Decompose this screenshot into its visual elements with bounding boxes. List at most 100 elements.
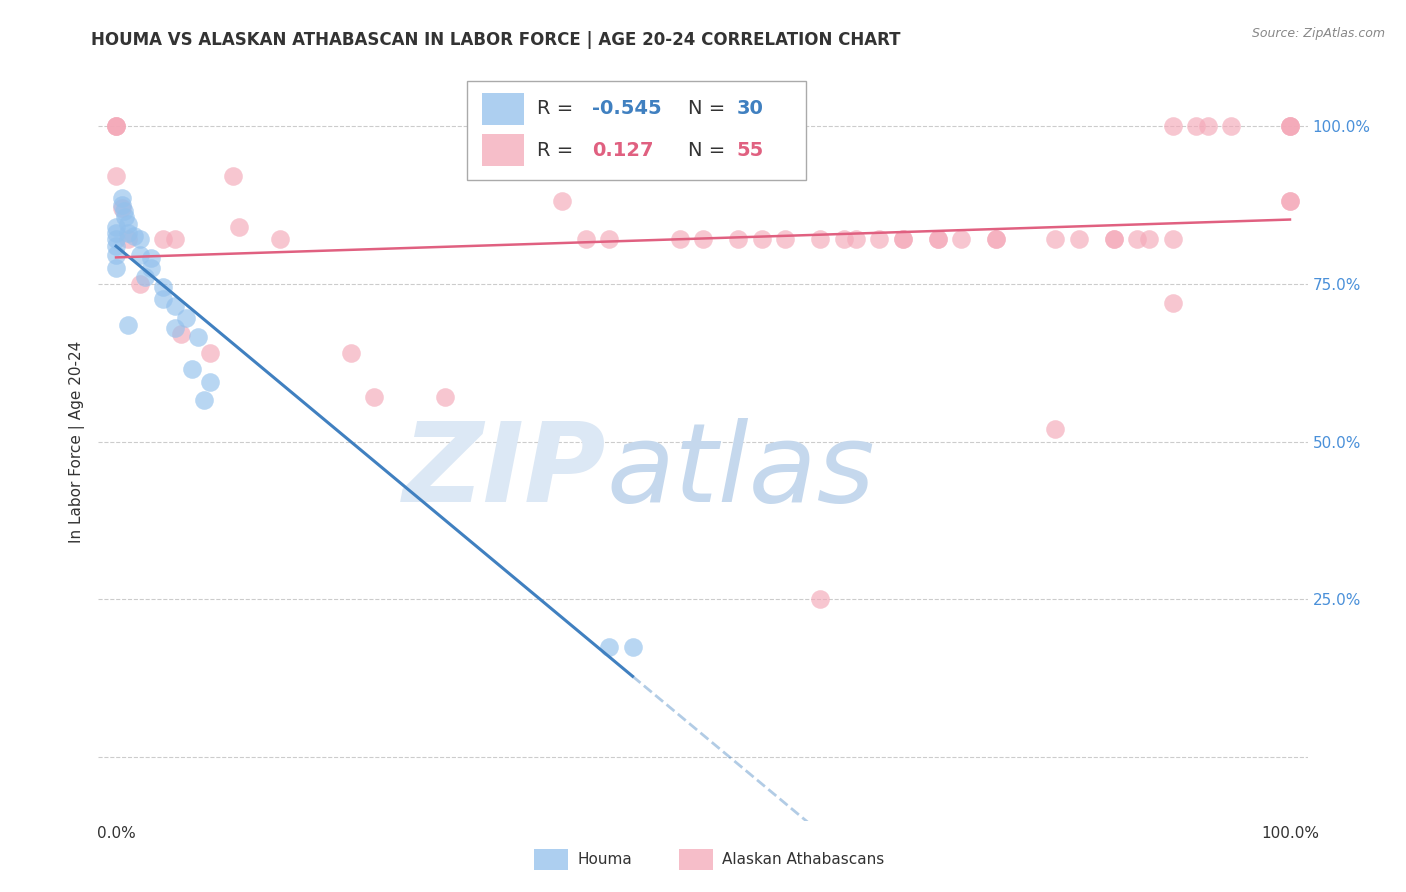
- Point: [269, 232, 291, 246]
- Text: Houma: Houma: [578, 852, 633, 867]
- Point: [187, 330, 209, 344]
- Point: [950, 232, 973, 246]
- Point: [111, 201, 134, 215]
- Point: [1278, 119, 1301, 133]
- Point: [105, 169, 128, 184]
- Point: [1278, 119, 1301, 133]
- Point: [105, 226, 128, 240]
- Text: N =: N =: [689, 141, 725, 160]
- Point: [111, 197, 134, 211]
- Text: 30: 30: [737, 99, 763, 119]
- Text: ZIP: ZIP: [402, 418, 606, 525]
- FancyBboxPatch shape: [482, 135, 524, 166]
- Point: [986, 232, 1008, 246]
- Point: [668, 232, 690, 246]
- Point: [1102, 232, 1125, 246]
- Point: [927, 232, 949, 246]
- Point: [598, 640, 620, 654]
- Text: HOUMA VS ALASKAN ATHABASCAN IN LABOR FORCE | AGE 20-24 CORRELATION CHART: HOUMA VS ALASKAN ATHABASCAN IN LABOR FOR…: [91, 31, 901, 49]
- Point: [1185, 119, 1208, 133]
- Point: [1220, 119, 1243, 133]
- Point: [152, 293, 174, 307]
- Point: [598, 232, 620, 246]
- Point: [105, 119, 128, 133]
- Point: [340, 346, 363, 360]
- Point: [128, 248, 150, 262]
- Point: [1043, 422, 1066, 436]
- Text: Source: ZipAtlas.com: Source: ZipAtlas.com: [1251, 27, 1385, 40]
- Point: [1278, 119, 1301, 133]
- Point: [727, 232, 749, 246]
- Point: [169, 327, 191, 342]
- Point: [1161, 232, 1184, 246]
- Point: [117, 232, 139, 246]
- Point: [1067, 232, 1090, 246]
- Point: [751, 232, 773, 246]
- Point: [105, 260, 128, 275]
- FancyBboxPatch shape: [679, 848, 713, 870]
- Point: [105, 119, 128, 133]
- Point: [1161, 119, 1184, 133]
- Point: [891, 232, 914, 246]
- Point: [1278, 194, 1301, 209]
- Point: [363, 390, 385, 404]
- Point: [1278, 194, 1301, 209]
- Point: [112, 203, 135, 218]
- Point: [551, 194, 574, 209]
- Point: [1137, 232, 1160, 246]
- Text: atlas: atlas: [606, 418, 875, 525]
- Point: [105, 232, 128, 246]
- FancyBboxPatch shape: [534, 848, 568, 870]
- Point: [105, 238, 128, 252]
- Point: [575, 232, 598, 246]
- Point: [222, 169, 245, 184]
- Point: [117, 318, 139, 332]
- Point: [692, 232, 714, 246]
- Point: [105, 219, 128, 234]
- Point: [433, 390, 456, 404]
- Point: [986, 232, 1008, 246]
- FancyBboxPatch shape: [467, 81, 806, 180]
- Point: [808, 592, 831, 607]
- Text: 55: 55: [737, 141, 763, 160]
- Point: [228, 219, 250, 234]
- Point: [114, 211, 136, 225]
- Point: [117, 226, 139, 240]
- Point: [1126, 232, 1149, 246]
- Point: [117, 217, 139, 231]
- Point: [808, 232, 831, 246]
- Point: [845, 232, 868, 246]
- Point: [141, 260, 163, 275]
- Point: [176, 311, 198, 326]
- Point: [193, 393, 215, 408]
- Point: [111, 191, 134, 205]
- Y-axis label: In Labor Force | Age 20-24: In Labor Force | Age 20-24: [69, 341, 86, 542]
- Point: [891, 232, 914, 246]
- Point: [1197, 119, 1219, 133]
- Point: [122, 229, 145, 244]
- Point: [105, 248, 128, 262]
- Text: 0.127: 0.127: [592, 141, 654, 160]
- Point: [152, 279, 174, 293]
- Point: [105, 119, 128, 133]
- Point: [163, 232, 186, 246]
- Point: [1043, 232, 1066, 246]
- Point: [198, 346, 221, 360]
- Text: -0.545: -0.545: [592, 99, 661, 119]
- Point: [773, 232, 796, 246]
- FancyBboxPatch shape: [482, 93, 524, 125]
- Point: [621, 640, 644, 654]
- Point: [163, 320, 186, 334]
- Point: [1102, 232, 1125, 246]
- Point: [163, 299, 186, 313]
- Point: [1161, 295, 1184, 310]
- Point: [152, 232, 174, 246]
- Point: [128, 277, 150, 291]
- Point: [198, 375, 221, 389]
- Text: N =: N =: [689, 99, 725, 119]
- Point: [832, 232, 855, 246]
- Text: R =: R =: [537, 99, 574, 119]
- Point: [141, 252, 163, 266]
- Text: R =: R =: [537, 141, 574, 160]
- Point: [128, 232, 150, 246]
